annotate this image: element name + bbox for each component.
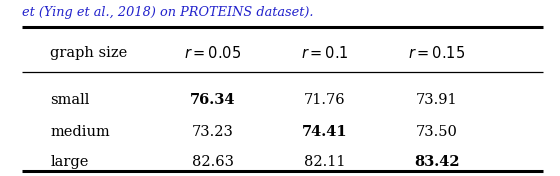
Text: 71.76: 71.76	[304, 93, 346, 107]
Text: $r = 0.05$: $r = 0.05$	[184, 45, 241, 61]
Text: 83.42: 83.42	[414, 155, 460, 169]
Text: medium: medium	[50, 125, 110, 139]
Text: small: small	[50, 93, 90, 107]
Text: 73.91: 73.91	[416, 93, 458, 107]
Text: 76.34: 76.34	[190, 93, 236, 107]
Text: $r = 0.1$: $r = 0.1$	[301, 45, 349, 61]
Text: 73.23: 73.23	[192, 125, 234, 139]
Text: large: large	[50, 155, 89, 169]
Text: 74.41: 74.41	[302, 125, 348, 139]
Text: 73.50: 73.50	[416, 125, 458, 139]
Text: 82.63: 82.63	[192, 155, 234, 169]
Text: et (Ying et al., 2018) on PROTEINS dataset).: et (Ying et al., 2018) on PROTEINS datas…	[22, 6, 314, 19]
Text: 82.11: 82.11	[304, 155, 346, 169]
Text: graph size: graph size	[50, 46, 128, 60]
Text: $r = 0.15$: $r = 0.15$	[408, 45, 465, 61]
